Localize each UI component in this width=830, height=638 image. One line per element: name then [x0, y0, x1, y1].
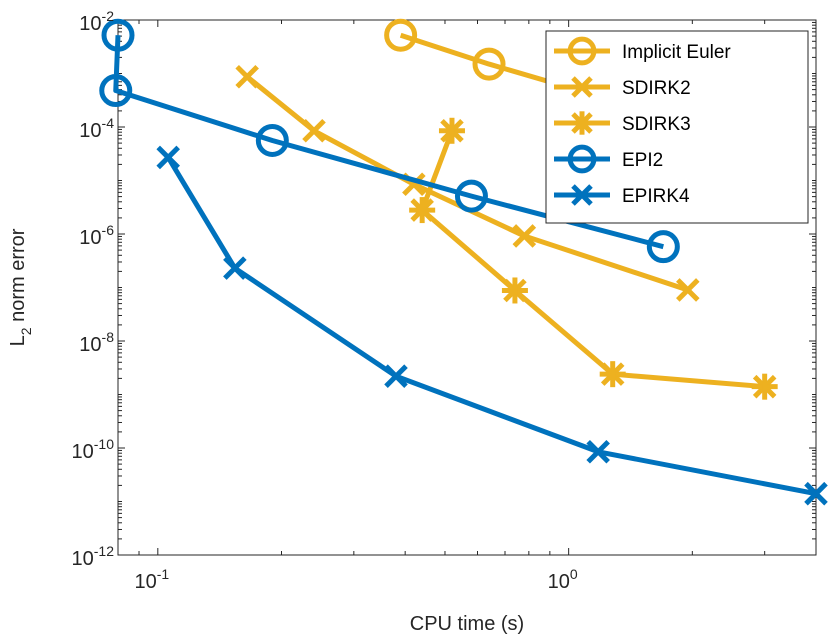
series-epirk4: [156, 145, 828, 506]
legend: Implicit Euler SDIRK2 SDIRK3 EPI2 EPIRK4: [545, 30, 809, 224]
data-point-epirk4: [384, 364, 408, 388]
y-tick-label: 10-10: [72, 436, 115, 463]
labels-layer: 10-1 100 10-12 10-10 10-8 10-6 10-4 10-2 CPU tim…: [7, 8, 578, 635]
y-tick-label: 10-12: [72, 543, 115, 570]
data-point-sdirk3: [751, 373, 778, 400]
data-point-sdirk3: [501, 277, 528, 304]
data-point-epirk4: [804, 481, 828, 506]
marker-stroke: [512, 224, 537, 248]
marker-stroke: [156, 145, 180, 170]
x-tick-label: 10-1: [134, 566, 169, 593]
data-point-epirk4: [156, 145, 180, 170]
legend-entry-implicit-euler: Implicit Euler: [554, 36, 731, 66]
marker-stroke: [223, 256, 247, 280]
legend-label: Implicit Euler: [622, 42, 731, 63]
legend-label: EPI2: [622, 150, 663, 171]
data-point-implicit-euler: [472, 47, 506, 81]
marker-stroke: [586, 440, 610, 464]
data-point-epi2: [255, 123, 289, 157]
marker-stroke: [571, 76, 593, 98]
data-point-sdirk2: [676, 278, 700, 302]
legend-label: SDIRK3: [622, 114, 691, 135]
legend-marker: [571, 184, 593, 206]
marker-stroke: [384, 364, 408, 388]
x-tick-label: 100: [548, 566, 578, 593]
series-line-epi2: [113, 35, 664, 250]
data-point-sdirk3: [409, 197, 436, 224]
marker-stroke: [571, 184, 593, 206]
data-point-sdirk2: [302, 119, 326, 143]
series-line-implicit-euler: [399, 32, 570, 90]
data-point-sdirk3: [438, 117, 465, 144]
legend-marker: [567, 144, 597, 174]
x-axis-label: CPU time (s): [410, 613, 524, 635]
data-point-sdirk3: [599, 361, 626, 388]
marker-stroke: [676, 278, 700, 302]
marker-stroke: [804, 481, 828, 506]
marker-stroke: [402, 172, 426, 197]
series-layer: [99, 18, 828, 506]
legend-label: EPIRK4: [622, 186, 690, 207]
data-point-epirk4: [223, 256, 247, 280]
data-point-sdirk2: [235, 64, 259, 89]
data-point-epi2: [99, 74, 133, 108]
legend-entry-sdirk3: SDIRK3: [554, 111, 691, 135]
marker-stroke: [302, 119, 326, 143]
legend-marker: [571, 76, 593, 98]
series-epi2: [99, 18, 680, 264]
data-point-implicit-euler: [384, 18, 418, 52]
data-point-epi2: [454, 179, 488, 213]
legend-entry-epi2: EPI2: [554, 144, 663, 174]
y-tick-label: 10-4: [79, 115, 114, 142]
marker-stroke: [235, 64, 259, 89]
legend-entry-epirk4: EPIRK4: [554, 184, 690, 207]
legend-entry-sdirk2: SDIRK2: [554, 76, 691, 99]
data-point-epi2: [646, 230, 680, 264]
y-axis-label: L2 norm error: [7, 228, 34, 346]
y-tick-label: 10-6: [79, 222, 114, 249]
data-point-sdirk2: [512, 224, 537, 248]
data-point-epi2: [101, 18, 135, 52]
legend-marker: [567, 36, 597, 66]
data-point-epirk4: [586, 440, 610, 464]
y-tick-label: 10-2: [79, 8, 114, 35]
y-tick-label: 10-8: [79, 329, 114, 356]
legend-marker: [570, 111, 594, 135]
legend-label: SDIRK2: [622, 78, 691, 99]
